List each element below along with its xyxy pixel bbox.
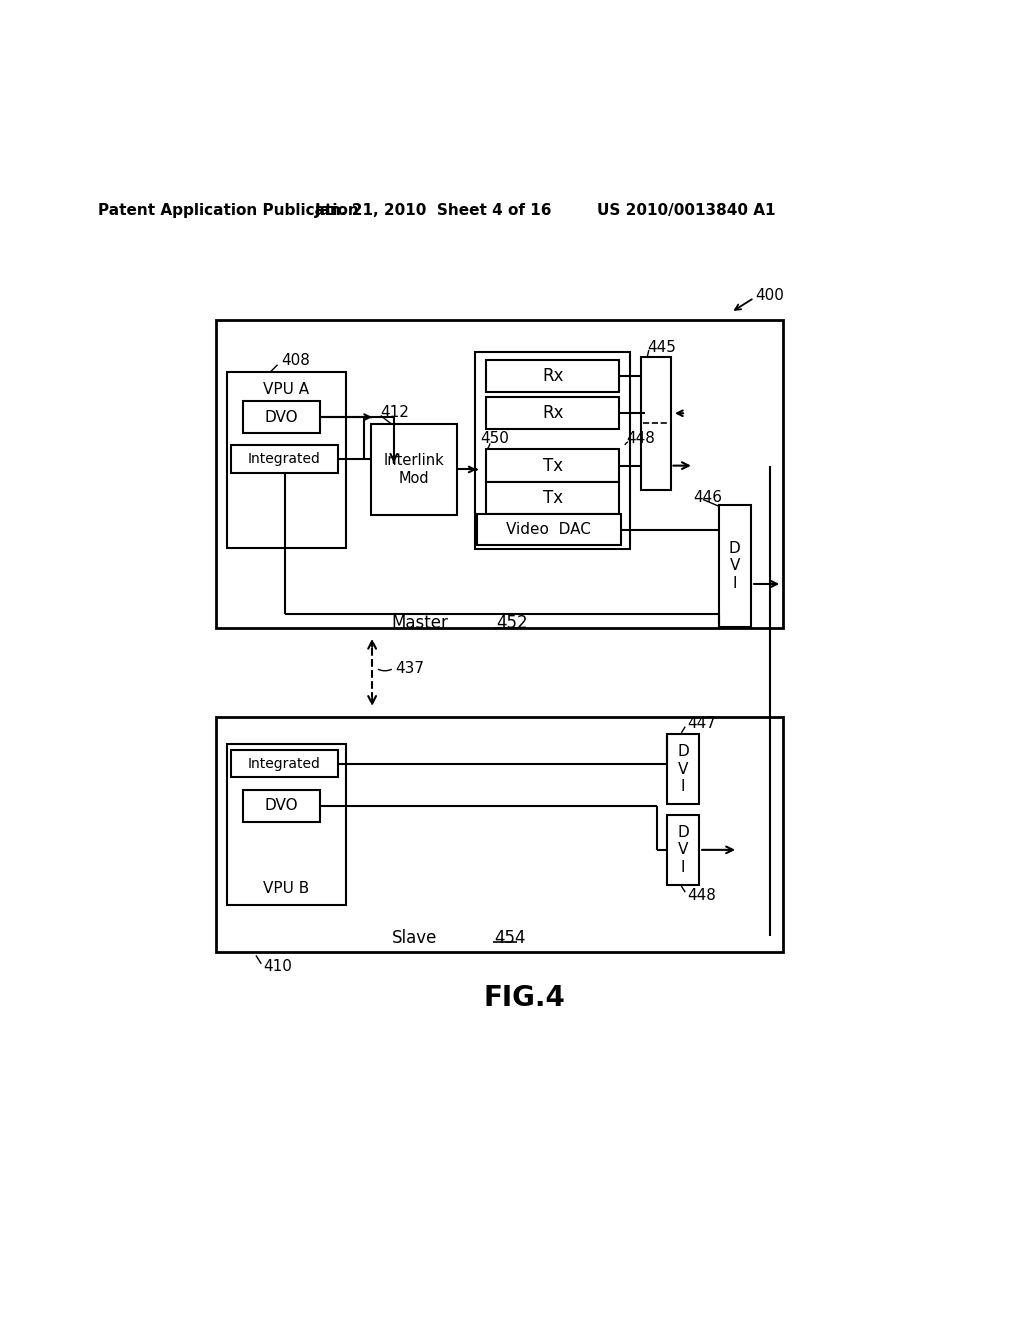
- Bar: [486, 482, 620, 515]
- Bar: [227, 372, 346, 548]
- Bar: [667, 816, 699, 884]
- Text: Slave: Slave: [391, 929, 437, 946]
- Text: Rx: Rx: [542, 404, 563, 422]
- Text: Tx: Tx: [543, 488, 563, 507]
- Bar: [227, 743, 346, 906]
- Text: Integrated: Integrated: [248, 756, 321, 771]
- Text: Master: Master: [391, 615, 449, 632]
- Bar: [486, 397, 620, 429]
- Text: 448: 448: [687, 888, 716, 903]
- Text: 450: 450: [480, 432, 510, 446]
- Text: 410: 410: [263, 960, 293, 974]
- Bar: [475, 352, 630, 549]
- Bar: [231, 750, 338, 777]
- Text: D
V
I: D V I: [677, 825, 689, 875]
- Bar: [243, 401, 321, 433]
- Text: Rx: Rx: [542, 367, 563, 385]
- Text: FIG.4: FIG.4: [484, 983, 565, 1011]
- Text: US 2010/0013840 A1: US 2010/0013840 A1: [597, 203, 775, 218]
- Bar: [719, 506, 751, 627]
- Bar: [216, 717, 783, 952]
- Bar: [486, 360, 620, 392]
- Text: Integrated: Integrated: [248, 451, 321, 466]
- Text: Video  DAC: Video DAC: [507, 521, 591, 537]
- Text: 437: 437: [395, 660, 424, 676]
- Bar: [371, 424, 458, 515]
- Bar: [486, 450, 620, 482]
- Text: Jan. 21, 2010  Sheet 4 of 16: Jan. 21, 2010 Sheet 4 of 16: [315, 203, 553, 218]
- Text: 448: 448: [627, 432, 655, 446]
- Text: 445: 445: [647, 339, 676, 355]
- Text: VPU A: VPU A: [263, 381, 309, 397]
- Text: 446: 446: [693, 490, 723, 504]
- Text: 452: 452: [496, 615, 527, 632]
- Text: D
V
I: D V I: [729, 541, 740, 590]
- Bar: [477, 515, 621, 545]
- Bar: [641, 356, 671, 490]
- Bar: [231, 445, 338, 473]
- Text: Patent Application Publication: Patent Application Publication: [98, 203, 359, 218]
- Bar: [216, 321, 783, 628]
- Text: D
V
I: D V I: [677, 744, 689, 793]
- Text: Tx: Tx: [543, 457, 563, 475]
- Text: VPU B: VPU B: [263, 880, 309, 896]
- Text: Interlink
Mod: Interlink Mod: [384, 453, 444, 486]
- Bar: [243, 789, 321, 822]
- Text: 400: 400: [756, 288, 784, 304]
- Text: 454: 454: [494, 929, 525, 946]
- Text: 412: 412: [380, 405, 409, 420]
- Text: 408: 408: [282, 354, 310, 368]
- Bar: [667, 734, 699, 804]
- Text: DVO: DVO: [264, 799, 298, 813]
- Text: 447: 447: [687, 715, 716, 731]
- Text: DVO: DVO: [264, 409, 298, 425]
